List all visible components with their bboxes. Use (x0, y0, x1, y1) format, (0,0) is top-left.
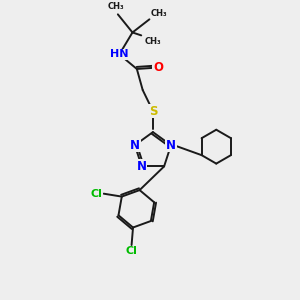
Text: O: O (153, 61, 163, 74)
Text: Cl: Cl (126, 247, 137, 256)
Text: S: S (149, 105, 157, 118)
Text: CH₃: CH₃ (144, 37, 161, 46)
Text: HN: HN (110, 50, 129, 59)
Text: N: N (130, 139, 140, 152)
Text: N: N (166, 139, 176, 152)
Text: CH₃: CH₃ (108, 2, 125, 11)
Text: CH₃: CH₃ (151, 9, 167, 18)
Text: Cl: Cl (90, 189, 102, 199)
Text: N: N (137, 160, 147, 173)
